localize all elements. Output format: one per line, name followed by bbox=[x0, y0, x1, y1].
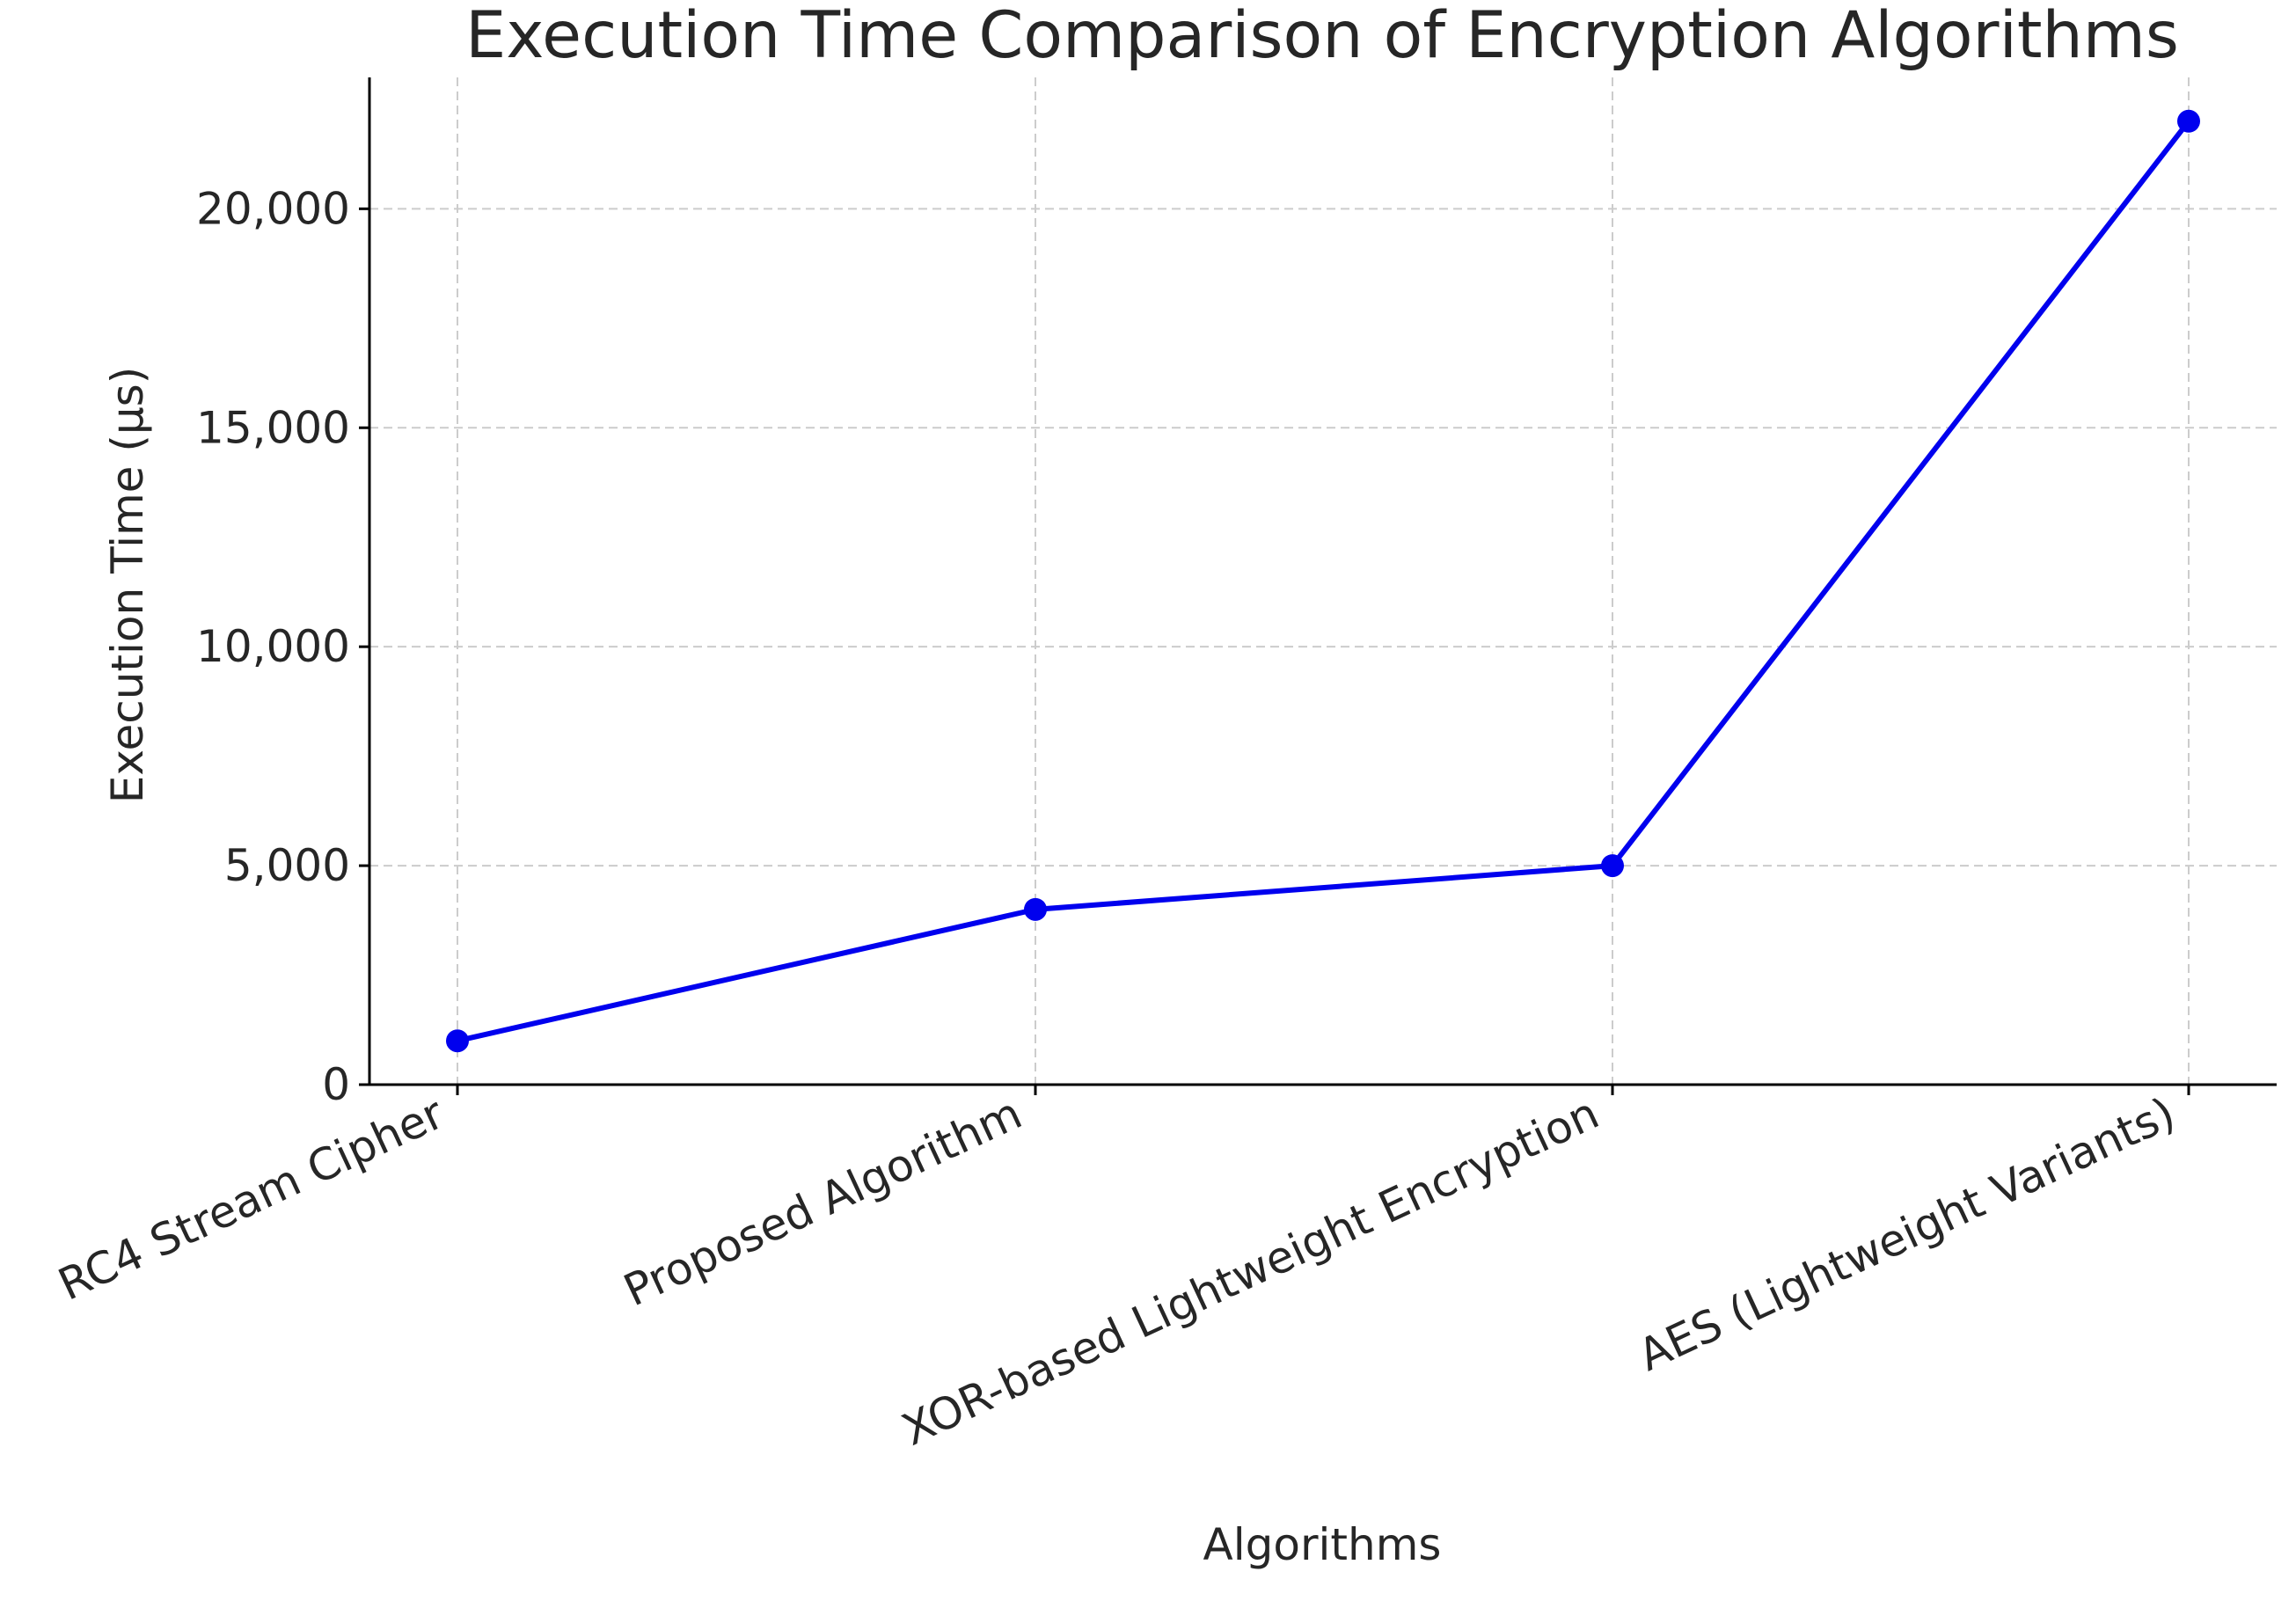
axes bbox=[368, 77, 2277, 1086]
y-axis-label: Execution Time (µs) bbox=[102, 367, 153, 803]
grid bbox=[369, 77, 2277, 1086]
series bbox=[446, 109, 2200, 1053]
y-tick-label: 15,000 bbox=[196, 402, 350, 453]
x-tick-label: Proposed Algorithm bbox=[617, 1087, 1029, 1316]
x-ticks: RC4 Stream Cipher Proposed AlgorithmXOR-b… bbox=[51, 1085, 2190, 1456]
y-ticks: 0 5,000 10,000 15,000 20,000 bbox=[196, 183, 369, 1110]
chart-title: Execution Time Comparison of Encryption … bbox=[465, 0, 2179, 73]
x-tick-label: AES (Lightweight Variants) bbox=[1631, 1087, 2183, 1381]
y-tick-label: 0 bbox=[322, 1059, 350, 1110]
y-tick-label: 10,000 bbox=[196, 621, 350, 672]
x-axis-label: Algorithms bbox=[1203, 1519, 1442, 1570]
data-point bbox=[1601, 854, 1624, 878]
data-point bbox=[2177, 109, 2200, 133]
x-tick-label: RC4 Stream Cipher bbox=[51, 1087, 452, 1311]
data-point bbox=[446, 1029, 469, 1053]
y-tick-label: 20,000 bbox=[196, 183, 350, 234]
data-point bbox=[1024, 897, 1047, 921]
series-line bbox=[457, 119, 2191, 1044]
y-tick-label: 5,000 bbox=[224, 840, 350, 891]
